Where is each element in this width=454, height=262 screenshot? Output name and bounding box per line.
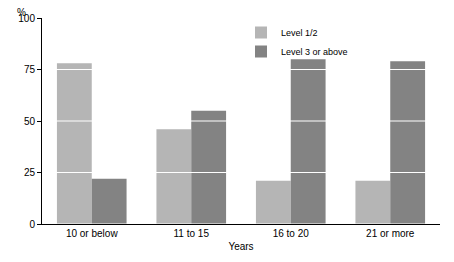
svg-text:Level 3 or above: Level 3 or above [281,47,348,57]
svg-text:10 or below: 10 or below [66,228,118,239]
svg-text:%: % [17,7,26,18]
svg-text:Years: Years [228,241,253,252]
svg-text:16 to 20: 16 to 20 [273,228,310,239]
svg-text:75: 75 [24,64,36,75]
svg-text:11 to 15: 11 to 15 [174,228,210,239]
svg-text:50: 50 [24,116,36,127]
svg-text:100: 100 [18,13,35,24]
svg-text:0: 0 [29,219,35,230]
svg-text:Level 1/2: Level 1/2 [281,28,318,38]
svg-text:21 or more: 21 or more [366,228,415,239]
svg-text:25: 25 [24,167,36,178]
